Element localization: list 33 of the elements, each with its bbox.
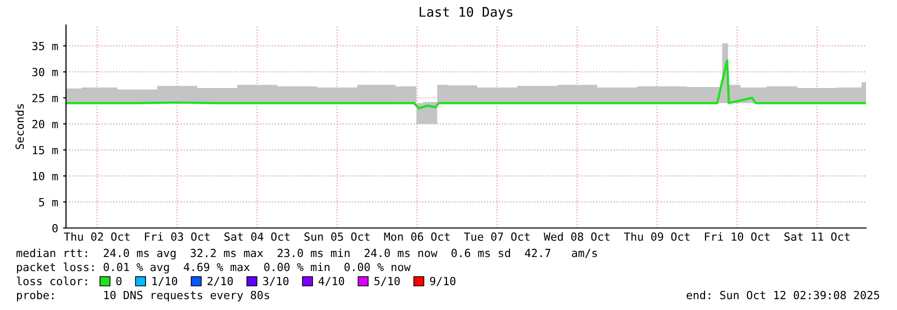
y-tick-label: 15 m — [32, 146, 58, 154]
legend-label: 5/10 — [374, 276, 400, 286]
x-tick-label: Tue 07 Oct — [464, 232, 530, 241]
x-tick-label: Fri 10 Oct — [704, 232, 770, 241]
x-tick-label: Thu 02 Oct — [64, 232, 130, 241]
y-tick-label: 0 — [52, 224, 58, 232]
text: median rtt: 24.0 ms avg 32.2 ms max 23.0 ms min 24.0 ms now 0.6 ms sd 42.7 am/s — [16, 248, 597, 260]
x-tick-label: Sun 05 Oct — [304, 232, 370, 241]
text: probe: 10 DNS requests every 80s — [17, 290, 270, 302]
legend-label: 0 — [116, 276, 122, 286]
legend-label: 3/10 — [263, 276, 288, 286]
y-tick-label: 25 m — [32, 94, 58, 102]
x-tick-label: Sat 04 Oct — [224, 232, 290, 241]
y-tick-label: 30 m — [32, 68, 58, 76]
text: end: Sun Oct 12 02:39:08 2025 — [686, 290, 880, 300]
x-tick-label: Fri 03 Oct — [144, 232, 210, 241]
y-tick-label: 20 m — [32, 120, 58, 128]
legend-label: 9/10 — [430, 276, 456, 286]
y-axis-title: Seconds — [15, 104, 24, 150]
legend-label: 2/10 — [208, 276, 233, 286]
x-tick-label: Sat 11 Oct — [784, 232, 850, 241]
chart-title: Last 10 Days — [420, 6, 512, 20]
legend-label: 1/10 — [152, 276, 178, 286]
y-tick-label: 10 m — [32, 172, 58, 180]
x-tick-label: Mon 06 Oct — [384, 232, 450, 241]
line-series — [66, 59, 866, 110]
y-tick-label: 5 m — [39, 198, 58, 206]
legend-title: loss color: — [16, 276, 87, 286]
text: packet loss: 0.01 % avg 4.69 % max 0.00 % min 0.00 % now — [17, 262, 411, 274]
x-tick-label: Wed 08 Oct — [544, 232, 610, 241]
legend-label: 4/10 — [318, 276, 344, 286]
x-tick-label: Thu 09 Oct — [624, 232, 690, 241]
y-tick-label: 35 m — [32, 42, 58, 50]
